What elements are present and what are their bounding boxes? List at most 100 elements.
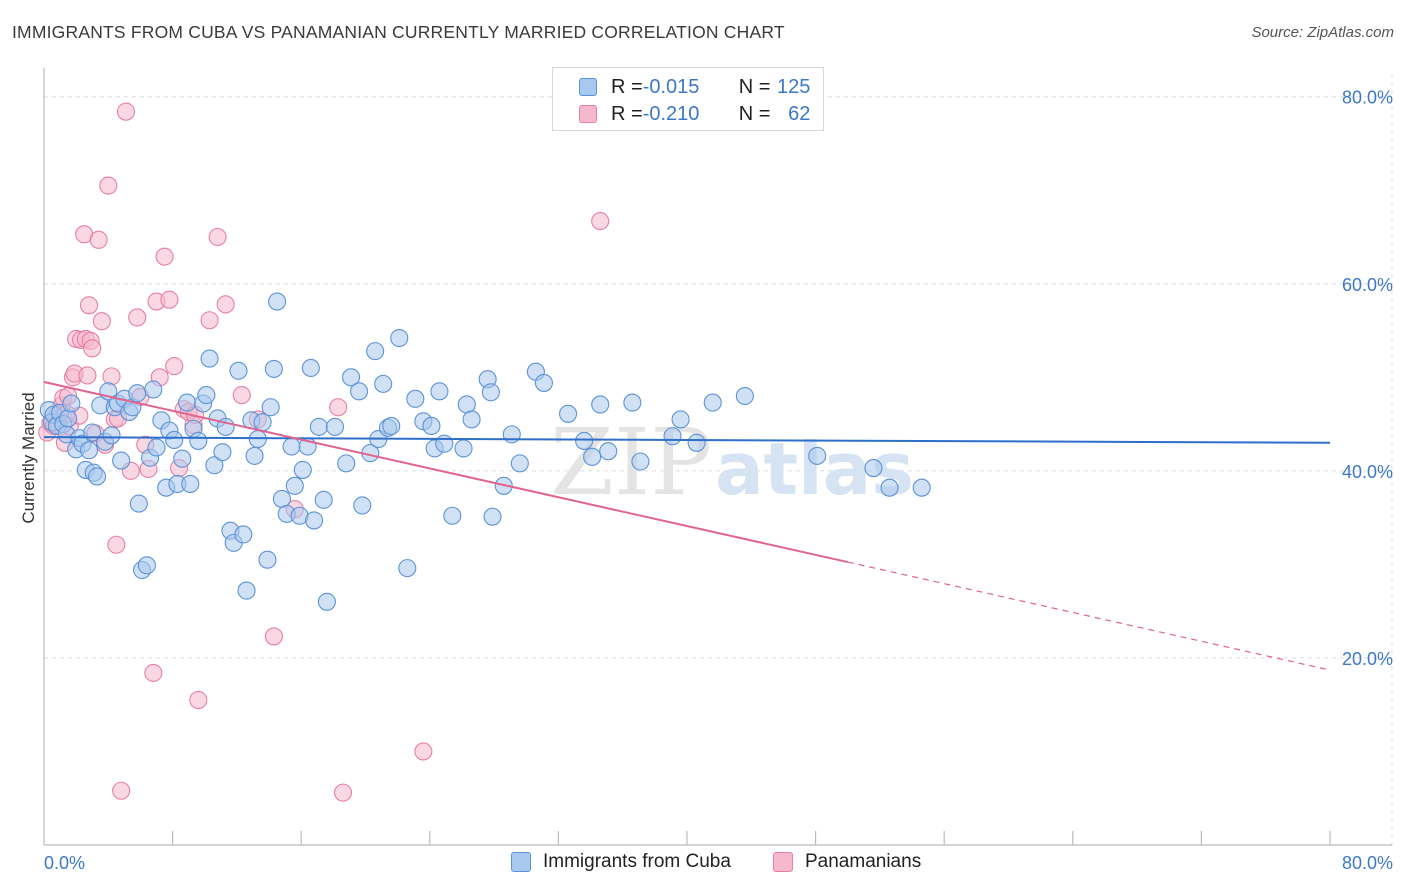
cuba-point — [272, 489, 291, 508]
cuba-point — [631, 452, 650, 471]
cuba-point — [79, 441, 99, 460]
cuba-point — [200, 349, 219, 368]
panamanians-point — [78, 366, 97, 385]
panamanians-point — [92, 312, 111, 331]
n-value: 62 — [788, 102, 811, 125]
cuba-point — [128, 384, 147, 403]
panamanians-point — [89, 230, 108, 249]
panamanians-trend-line — [43, 381, 848, 564]
panamanians-point — [208, 227, 227, 247]
cuba-point — [305, 511, 324, 530]
cuba-point — [282, 437, 301, 456]
cuba-point — [663, 427, 682, 446]
cuba-point — [62, 394, 81, 413]
cuba-point — [253, 413, 272, 432]
cuba-point — [808, 446, 827, 465]
cuba-point — [390, 328, 409, 348]
cuba-point — [353, 496, 372, 515]
trend-lines — [43, 381, 1331, 671]
cuba-point — [245, 446, 264, 465]
panamanians-legend-swatch — [773, 852, 793, 872]
panamanians-point — [128, 308, 147, 327]
cuba-point — [350, 382, 369, 401]
panamanians-point — [264, 627, 283, 646]
cuba-point — [406, 389, 425, 408]
cuba-legend-label: Immigrants from Cuba — [543, 851, 731, 872]
cuba-point — [735, 386, 754, 406]
panamanians-swatch — [579, 105, 597, 123]
x-tick-label: 80.0% — [1342, 853, 1393, 873]
panamanians-point — [99, 176, 118, 195]
cuba-trend-line — [43, 436, 1331, 444]
legend-item-cuba[interactable]: Immigrants from Cuba — [511, 851, 731, 873]
cuba-point — [59, 409, 78, 428]
r-label: R = — [611, 75, 643, 98]
cuba-point — [687, 433, 706, 452]
panamanians-point — [79, 296, 99, 315]
panamanians-point — [102, 367, 121, 386]
source-credit: Source: ZipAtlas.com — [1251, 24, 1394, 41]
cuba-point — [337, 454, 356, 473]
r-value: -0.015 — [642, 75, 700, 98]
cuba-swatch — [579, 78, 597, 96]
panamanians-trend-line-dashed — [847, 561, 1331, 671]
cuba-point — [575, 431, 594, 450]
cuba-point — [173, 449, 192, 468]
panamanians-point — [165, 357, 184, 376]
panamanians-point — [591, 212, 610, 231]
panamanians-point — [216, 295, 235, 314]
cuba-point — [422, 416, 441, 436]
cuba-point — [314, 490, 333, 509]
x-tick-label: 0.0% — [44, 853, 85, 873]
panamanians-point — [333, 783, 353, 802]
legend-item-panamanians[interactable]: Panamanians — [773, 851, 921, 873]
tick-labels: 20.0% 40.0% 60.0% 80.0% 0.0% 80.0% — [44, 88, 1393, 873]
panamanians-point — [112, 781, 131, 800]
panamanians-point — [116, 102, 136, 121]
cuba-point — [443, 506, 462, 525]
cuba-point — [435, 434, 454, 453]
cuba-point — [703, 393, 722, 412]
cuba-point — [258, 550, 277, 569]
axis-layer — [43, 68, 1392, 846]
cuba-point — [599, 442, 618, 461]
cuba-point — [197, 386, 216, 405]
cuba-point — [583, 447, 602, 466]
cuba-point — [102, 426, 121, 445]
chart-title: IMMIGRANTS FROM CUBA VS PANAMANIAN CURRE… — [12, 22, 785, 42]
cuba-point — [264, 359, 283, 378]
cuba-legend-swatch — [511, 852, 531, 872]
cuba-point — [112, 451, 131, 470]
panamanians-point — [144, 663, 163, 682]
panamanians-point — [414, 742, 433, 761]
cuba-point — [341, 368, 361, 387]
cuba-point — [237, 581, 256, 600]
cuba-point — [309, 417, 328, 436]
cuba-point — [317, 592, 336, 611]
panamanians-point — [155, 247, 174, 266]
panamanians-point — [329, 398, 348, 417]
cuba-point — [213, 443, 232, 462]
n-label: N = — [738, 102, 771, 125]
r-value: -0.210 — [642, 102, 700, 125]
cuba-point — [398, 559, 417, 578]
r-label: R = — [611, 102, 643, 125]
cuba-points — [39, 292, 931, 611]
y-tick-label: 40.0% — [1342, 462, 1393, 482]
cuba-point — [502, 425, 521, 444]
stats-legend-row-panamanians: R = -0.210 N = 62 — [579, 101, 810, 127]
cuba-point — [457, 395, 476, 414]
cuba-point — [462, 410, 481, 429]
y-tick-label: 20.0% — [1342, 649, 1393, 669]
cuba-point — [205, 456, 224, 475]
cuba-point — [178, 393, 197, 412]
cuba-point — [137, 556, 156, 575]
cuba-point — [366, 342, 385, 361]
cuba-point — [301, 358, 320, 378]
y-axis-label: Currently Married — [19, 392, 38, 523]
cuba-point — [234, 525, 253, 544]
cuba-point — [510, 454, 529, 473]
panamanians-point — [232, 386, 251, 405]
cuba-point — [261, 398, 280, 417]
